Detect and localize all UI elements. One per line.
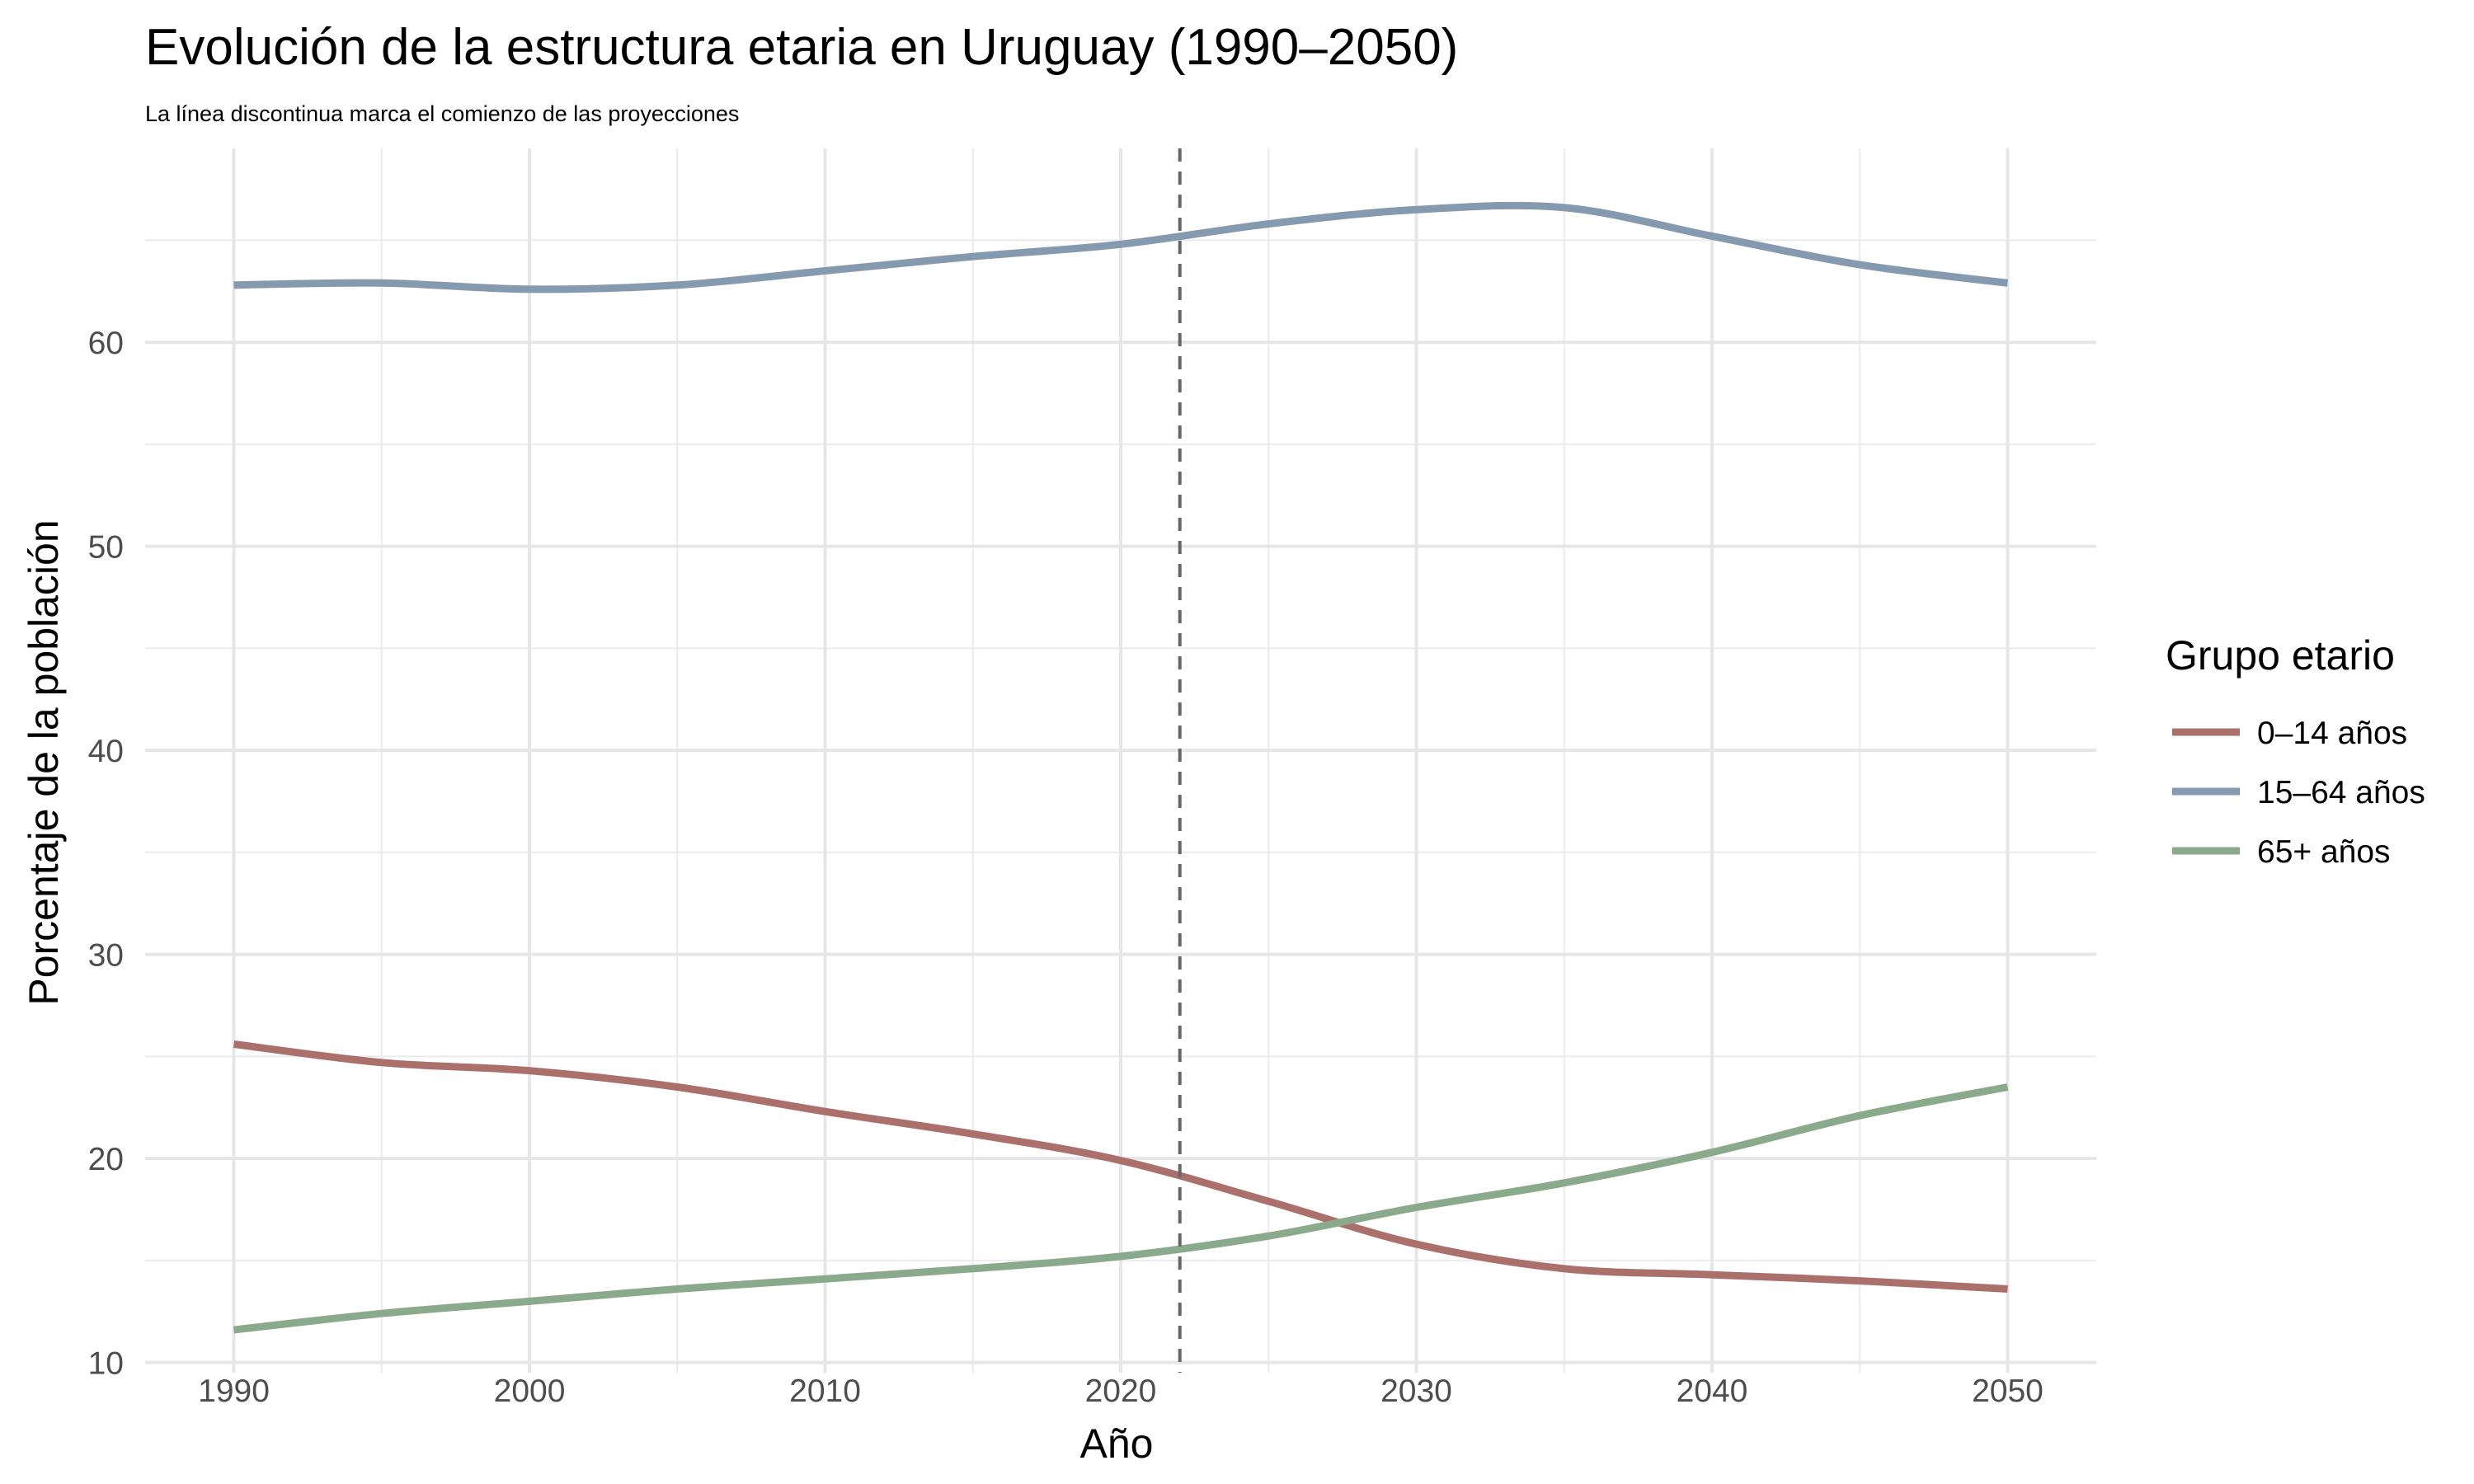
y-tick-label: 40	[88, 734, 124, 769]
x-tick-label: 2000	[494, 1374, 566, 1409]
x-tick-label: 1990	[198, 1374, 270, 1409]
legend-title: Grupo etario	[2166, 632, 2395, 679]
x-tick-label: 2020	[1085, 1374, 1157, 1409]
y-tick-label: 20	[88, 1142, 124, 1177]
series-line-3	[233, 1083, 2009, 1334]
legend-label-2: 15–64 años	[2257, 775, 2425, 810]
series-line-1	[233, 1040, 2008, 1293]
series-lines	[233, 201, 2009, 1334]
series-line-2	[233, 201, 2009, 294]
y-tick-label: 50	[88, 530, 124, 566]
x-tick-label: 2040	[1677, 1374, 1748, 1409]
x-tick-label: 2010	[789, 1374, 861, 1409]
legend-items: 0–14 años 15–64 años 65+ años	[2172, 716, 2425, 870]
x-tick-label: 2050	[1972, 1374, 2044, 1409]
legend-label-1: 0–14 años	[2257, 716, 2407, 751]
y-tick-label: 30	[88, 938, 124, 974]
grid-lines	[145, 148, 2096, 1373]
chart-subtitle: La línea discontinua marca el comienzo d…	[145, 101, 740, 126]
x-tick-label: 2030	[1380, 1374, 1452, 1409]
x-axis-title: Año	[1080, 1421, 1154, 1467]
legend-label-3: 65+ años	[2257, 834, 2391, 870]
y-tick-label: 60	[88, 326, 124, 361]
legend: Grupo etario 0–14 años 15–64 años 65+ años	[2166, 632, 2425, 870]
y-axis-title: Porcentaje de la población	[21, 519, 67, 1005]
y-tick-label: 10	[88, 1346, 124, 1382]
chart-title: Evolución de la estructura etaria en Uru…	[145, 19, 1459, 76]
